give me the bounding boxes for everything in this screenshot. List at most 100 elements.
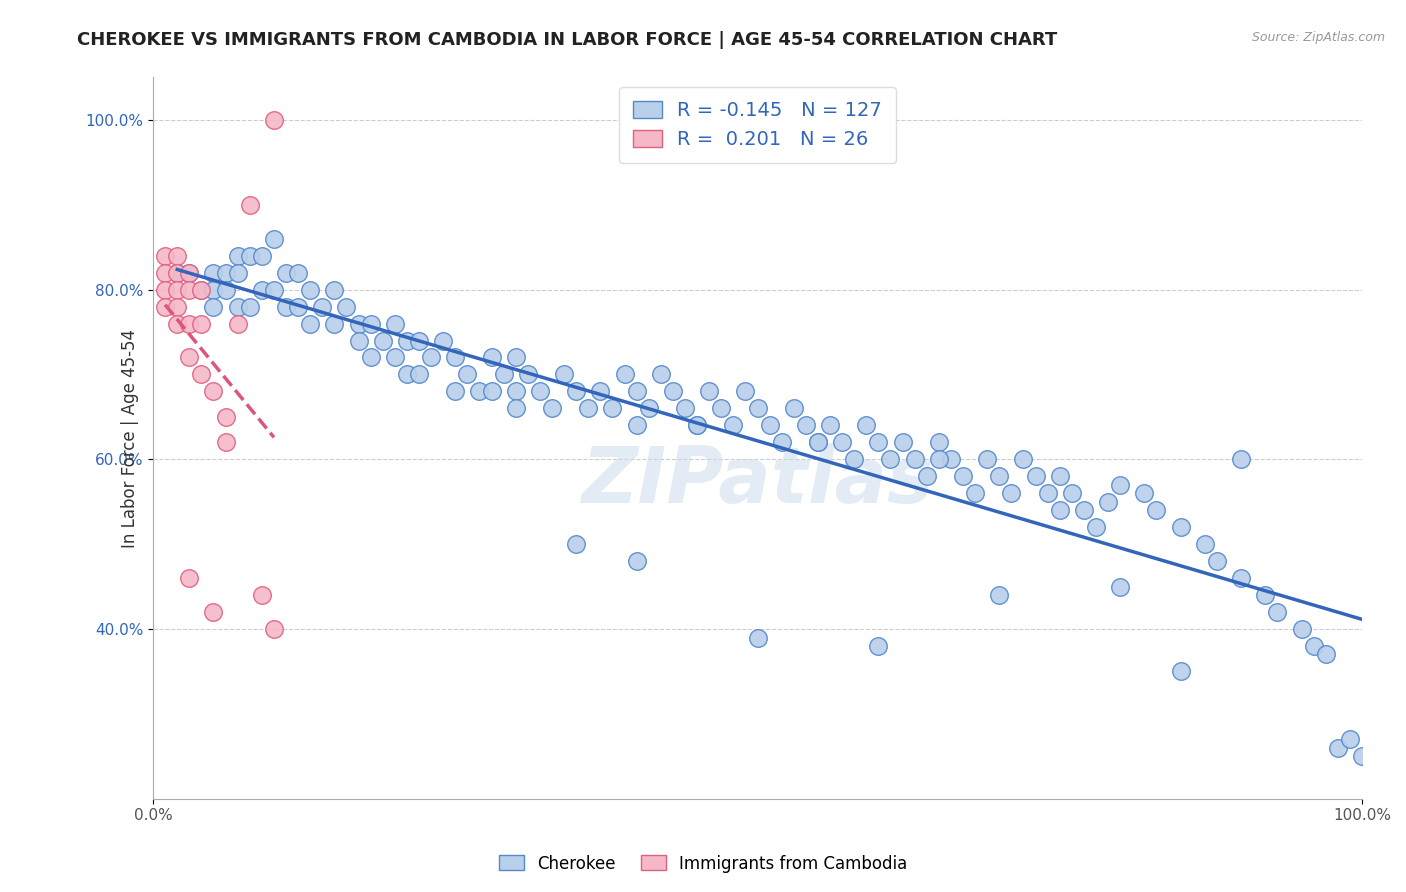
Point	[1291, 622, 1313, 636]
Point	[1254, 588, 1277, 602]
Point	[287, 300, 309, 314]
Point	[153, 283, 176, 297]
Point	[1012, 452, 1035, 467]
Point	[395, 334, 418, 348]
Point	[697, 384, 720, 399]
Point	[626, 384, 648, 399]
Point	[481, 384, 503, 399]
Point	[179, 283, 201, 297]
Point	[190, 368, 212, 382]
Point	[214, 266, 236, 280]
Point	[686, 418, 709, 433]
Point	[505, 351, 527, 365]
Point	[529, 384, 551, 399]
Point	[915, 469, 938, 483]
Point	[226, 300, 249, 314]
Point	[166, 266, 188, 280]
Point	[444, 351, 467, 365]
Point	[166, 266, 188, 280]
Point	[323, 283, 346, 297]
Point	[952, 469, 974, 483]
Point	[202, 283, 225, 297]
Point	[179, 266, 201, 280]
Point	[939, 452, 962, 467]
Text: ZIPatlas: ZIPatlas	[582, 443, 934, 519]
Point	[723, 418, 745, 433]
Point	[988, 588, 1011, 602]
Point	[1109, 580, 1132, 594]
Point	[311, 300, 333, 314]
Point	[1170, 665, 1192, 679]
Point	[734, 384, 756, 399]
Point	[371, 334, 394, 348]
Point	[384, 317, 406, 331]
Point	[179, 317, 201, 331]
Point	[686, 418, 709, 433]
Point	[179, 266, 201, 280]
Point	[1327, 740, 1350, 755]
Text: Source: ZipAtlas.com: Source: ZipAtlas.com	[1251, 31, 1385, 45]
Point	[565, 537, 588, 551]
Point	[263, 283, 285, 297]
Text: CHEROKEE VS IMMIGRANTS FROM CAMBODIA IN LABOR FORCE | AGE 45-54 CORRELATION CHAR: CHEROKEE VS IMMIGRANTS FROM CAMBODIA IN …	[77, 31, 1057, 49]
Point	[965, 486, 987, 500]
Point	[179, 351, 201, 365]
Point	[868, 435, 890, 450]
Point	[190, 317, 212, 331]
Point	[868, 639, 890, 653]
Point	[710, 401, 733, 416]
Point	[879, 452, 901, 467]
Point	[456, 368, 478, 382]
Point	[1049, 469, 1071, 483]
Point	[1000, 486, 1022, 500]
Point	[335, 300, 357, 314]
Point	[807, 435, 830, 450]
Point	[553, 368, 575, 382]
Point	[347, 334, 370, 348]
Point	[1302, 639, 1324, 653]
Point	[1351, 749, 1374, 764]
Point	[1049, 503, 1071, 517]
Point	[214, 409, 236, 424]
Point	[190, 283, 212, 297]
Point	[347, 317, 370, 331]
Point	[747, 401, 769, 416]
Point	[226, 317, 249, 331]
Point	[976, 452, 998, 467]
Point	[1073, 503, 1095, 517]
Point	[299, 283, 322, 297]
Point	[323, 317, 346, 331]
Point	[662, 384, 685, 399]
Point	[1097, 494, 1119, 508]
Point	[783, 401, 806, 416]
Point	[360, 317, 382, 331]
Point	[1025, 469, 1047, 483]
Point	[250, 283, 273, 297]
Point	[226, 266, 249, 280]
Point	[408, 368, 430, 382]
Point	[202, 384, 225, 399]
Point	[673, 401, 696, 416]
Point	[166, 300, 188, 314]
Point	[179, 571, 201, 585]
Point	[576, 401, 599, 416]
Legend: R = -0.145   N = 127, R =  0.201   N = 26: R = -0.145 N = 127, R = 0.201 N = 26	[619, 87, 896, 163]
Point	[153, 249, 176, 263]
Point	[541, 401, 564, 416]
Point	[263, 622, 285, 636]
Point	[360, 351, 382, 365]
Point	[481, 351, 503, 365]
Point	[408, 334, 430, 348]
Point	[1060, 486, 1083, 500]
Point	[239, 300, 262, 314]
Legend: Cherokee, Immigrants from Cambodia: Cherokee, Immigrants from Cambodia	[492, 848, 914, 880]
Point	[395, 368, 418, 382]
Point	[153, 300, 176, 314]
Point	[274, 266, 297, 280]
Point	[287, 266, 309, 280]
Point	[891, 435, 914, 450]
Point	[770, 435, 793, 450]
Point	[626, 418, 648, 433]
Point	[516, 368, 538, 382]
Point	[904, 452, 927, 467]
